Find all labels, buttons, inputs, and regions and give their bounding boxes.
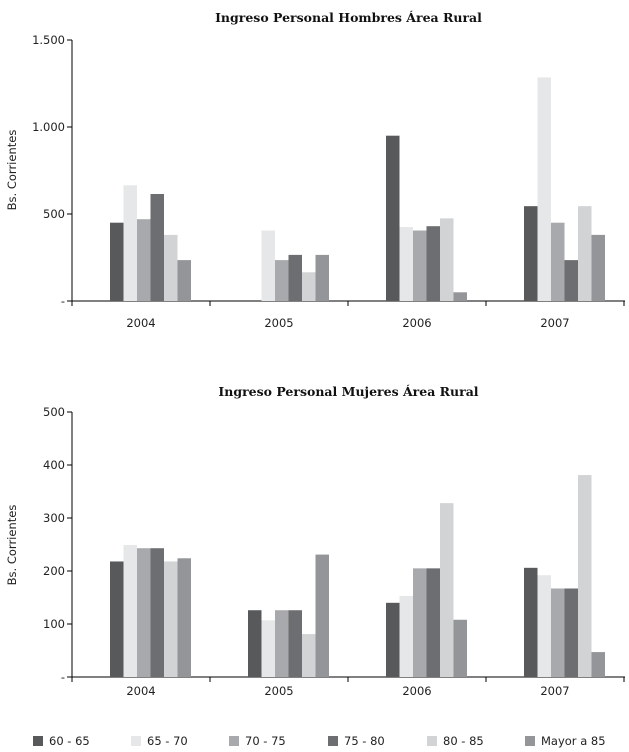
bar [315, 254, 329, 301]
bar [413, 230, 427, 301]
bar [137, 219, 151, 301]
bar [399, 595, 413, 677]
bar [275, 260, 289, 301]
bar [288, 610, 302, 677]
bar [164, 561, 178, 677]
bar [177, 558, 191, 677]
legend-swatch-mayor-a-85 [525, 736, 535, 746]
x-tick-label: 2004 [126, 684, 155, 698]
y-tick-label: - [61, 670, 65, 684]
legend-label: Mayor a 85 [541, 734, 606, 748]
legend-item-60-65: 60 - 65 [33, 734, 90, 748]
bar [426, 568, 440, 677]
x-tick-label: 2004 [126, 316, 155, 330]
bar [123, 545, 137, 677]
legend-swatch-70-75 [229, 736, 239, 746]
y-tick-label: 100 [43, 617, 65, 631]
bar [564, 260, 578, 301]
bar [177, 260, 191, 301]
bar [123, 185, 137, 301]
bar [110, 561, 124, 677]
bar [288, 254, 302, 301]
legend-item-65-70: 65 - 70 [131, 734, 188, 748]
legend-item-mayor-a-85: Mayor a 85 [525, 734, 606, 748]
bar [591, 234, 605, 301]
x-tick-label: 2005 [264, 684, 293, 698]
bar [524, 567, 538, 677]
bar [302, 634, 316, 677]
legend-item-70-75: 70 - 75 [229, 734, 286, 748]
x-tick-label: 2006 [402, 316, 431, 330]
bar [564, 588, 578, 677]
bar [386, 135, 400, 301]
legend-swatch-60-65 [33, 736, 43, 746]
x-tick-label: 2007 [540, 316, 569, 330]
y-axis-label: Bs. Corrientes [5, 130, 19, 211]
legend-swatch-80-85 [427, 736, 437, 746]
bar [164, 234, 178, 301]
y-tick-label: 300 [43, 511, 65, 525]
legend-swatch-75-80 [328, 736, 338, 746]
legend-swatch-65-70 [131, 736, 141, 746]
bar [453, 292, 467, 301]
y-tick-label: 500 [43, 405, 65, 419]
x-tick-label: 2006 [402, 684, 431, 698]
bar [537, 77, 551, 301]
bar [275, 610, 289, 677]
y-tick-label: 1.000 [32, 120, 65, 134]
bar [551, 222, 565, 301]
legend-label: 75 - 80 [344, 734, 385, 748]
x-tick-label: 2007 [540, 684, 569, 698]
y-tick-label: 500 [43, 207, 65, 221]
legend-label: 65 - 70 [147, 734, 188, 748]
bar [551, 588, 565, 677]
bar [150, 548, 164, 677]
y-tick-label: - [61, 294, 65, 308]
bar [150, 193, 164, 301]
bar [302, 272, 316, 301]
chart-title: Ingreso Personal Mujeres Área Rural [218, 384, 478, 399]
bar [578, 475, 592, 677]
bar [261, 230, 275, 301]
bar [440, 503, 454, 677]
legend-label: 80 - 85 [443, 734, 484, 748]
bar [591, 652, 605, 677]
legend: 60 - 65 65 - 70 70 - 75 75 - 80 80 - 85 … [0, 734, 629, 752]
y-tick-label: 400 [43, 458, 65, 472]
legend-item-80-85: 80 - 85 [427, 734, 484, 748]
x-tick-label: 2005 [264, 316, 293, 330]
bar [386, 602, 400, 677]
bar [248, 610, 262, 677]
y-tick-label: 1.500 [32, 33, 65, 47]
bar [399, 227, 413, 301]
bar [137, 548, 151, 677]
bar [453, 619, 467, 677]
bar [413, 568, 427, 677]
bar [578, 206, 592, 301]
bar [110, 222, 124, 301]
y-tick-label: 200 [43, 564, 65, 578]
legend-item-75-80: 75 - 80 [328, 734, 385, 748]
legend-label: 70 - 75 [245, 734, 286, 748]
bar [440, 218, 454, 301]
y-axis-label: Bs. Corrientes [5, 505, 19, 586]
bar [537, 575, 551, 677]
bar [315, 554, 329, 677]
chart-title: Ingreso Personal Hombres Área Rural [215, 10, 482, 25]
legend-label: 60 - 65 [49, 734, 90, 748]
bar [261, 620, 275, 677]
bar [426, 226, 440, 301]
bar [524, 206, 538, 301]
